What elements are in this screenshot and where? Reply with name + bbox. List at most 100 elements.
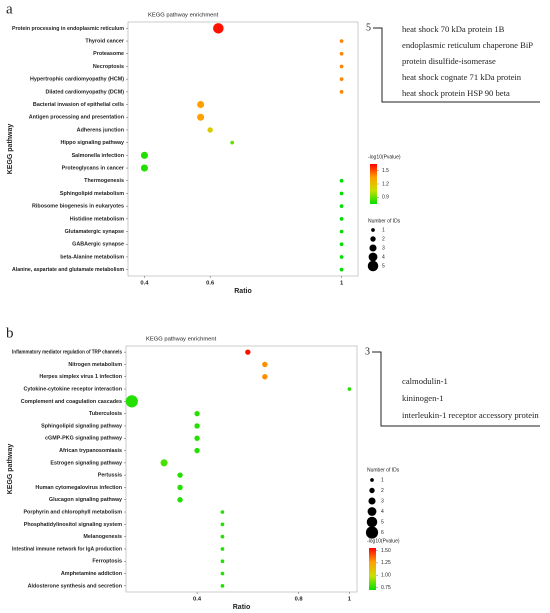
bubble bbox=[262, 374, 268, 380]
y-tick-label: Amphetamine addiction bbox=[61, 571, 122, 577]
plot-frame bbox=[127, 21, 359, 277]
y-axis-label: KEGG pathway bbox=[7, 124, 14, 175]
y-tick-label: Thermogenesis bbox=[84, 178, 124, 184]
color-bar bbox=[370, 164, 377, 204]
panel-label: a bbox=[6, 1, 13, 17]
x-tick-label: 1 bbox=[340, 281, 344, 287]
bubble bbox=[125, 395, 138, 408]
y-tick-label: Tuberculosis bbox=[89, 411, 122, 417]
protein-name: endoplasmic reticulum chaperone BiP bbox=[402, 40, 533, 50]
protein-name: kininogen-1 bbox=[402, 393, 444, 403]
x-tick-label: 0.6 bbox=[206, 281, 215, 287]
y-tick-label: Glutamatergic synapse bbox=[65, 229, 124, 235]
y-tick-label: Adherens junction bbox=[77, 127, 124, 133]
y-tick-label: Bacterial invasion of epithelial cells bbox=[33, 102, 124, 108]
size-legend-title: Number of IDs bbox=[368, 218, 401, 224]
bubble bbox=[160, 459, 168, 467]
y-tick-label: Antigen processing and presentation bbox=[29, 115, 124, 121]
protein-name: heat shock protein HSP 90 beta bbox=[402, 88, 510, 98]
bubble bbox=[194, 423, 200, 429]
y-tick-label: beta-Alanine metabolism bbox=[60, 254, 124, 260]
protein-name: heat shock 70 kDa protein 1B bbox=[402, 24, 505, 34]
y-tick-label: Herpes simplex virus 1 infection bbox=[39, 374, 122, 380]
y-tick-label: Proteoglycans in cancer bbox=[62, 165, 125, 171]
y-tick-label: Ferroptosis bbox=[92, 559, 122, 565]
bubble bbox=[220, 571, 225, 576]
y-tick-label: Sphingolipid metabolism bbox=[60, 191, 124, 197]
bubble bbox=[220, 510, 225, 514]
size-legend-dot bbox=[367, 260, 379, 272]
size-legend-label: 5 bbox=[382, 263, 385, 269]
size-legend-label: 1 bbox=[381, 477, 384, 483]
size-legend-dot bbox=[366, 516, 378, 528]
bubble bbox=[339, 178, 344, 183]
size-legend-dot bbox=[367, 507, 377, 516]
bubble bbox=[339, 217, 344, 221]
color-tick-label: 1.00 bbox=[381, 573, 391, 579]
protein-name: heat shock cognate 71 kDa protein bbox=[402, 72, 522, 82]
size-legend-dot bbox=[369, 244, 377, 252]
y-tick-label: Intestinal immune network for IgA produc… bbox=[12, 546, 122, 552]
color-tick-label: 1.5 bbox=[382, 168, 389, 174]
bubble bbox=[245, 349, 251, 355]
bubble bbox=[339, 255, 344, 259]
gene-count: 5 bbox=[366, 22, 371, 33]
size-legend-dot bbox=[370, 236, 376, 242]
y-tick-label: Sphingolipid signaling pathway bbox=[41, 423, 122, 429]
y-tick-label: Hippo signaling pathway bbox=[61, 140, 125, 146]
y-tick-label: Glucagon signaling pathway bbox=[49, 497, 122, 503]
chart-title: KEGG pathway enrichment bbox=[146, 337, 217, 343]
y-tick-label: Necroptosis bbox=[93, 64, 124, 70]
size-legend-label: 6 bbox=[381, 530, 384, 536]
bubble bbox=[220, 547, 225, 551]
panel-label: b bbox=[6, 325, 14, 341]
size-legend-label: 2 bbox=[381, 488, 384, 494]
color-tick-label: 1.25 bbox=[381, 560, 391, 566]
y-tick-label: GABAergic synapse bbox=[72, 242, 124, 248]
bubble bbox=[339, 242, 344, 247]
bubble bbox=[197, 113, 205, 121]
y-tick-label: Protein processing in endoplasmic reticu… bbox=[12, 26, 124, 32]
protein-name: interleukin-1 receptor accessory protein bbox=[402, 410, 539, 420]
bubble bbox=[220, 584, 225, 588]
y-tick-label: Hypertrophic cardiomyopathy (HCM) bbox=[30, 77, 124, 83]
size-legend-dot bbox=[368, 497, 376, 505]
size-legend-label: 1 bbox=[382, 227, 385, 233]
y-tick-label: Inflammatory mediator regulation of TRP … bbox=[12, 350, 122, 356]
color-tick-label: 1.2 bbox=[382, 181, 389, 187]
gene-count: 3 bbox=[365, 346, 370, 357]
y-tick-label: Porphyrin and chlorophyll metabolism bbox=[23, 509, 122, 515]
color-tick-label: 1.50 bbox=[381, 548, 391, 554]
bubble bbox=[339, 77, 344, 81]
y-tick-label: Complement and coagulation cascades bbox=[21, 399, 122, 405]
y-axis-label: KEGG pathway bbox=[7, 444, 14, 495]
bubble bbox=[213, 23, 224, 34]
y-tick-label: Estrogen signaling pathway bbox=[50, 460, 122, 466]
size-legend-label: 4 bbox=[381, 509, 384, 515]
color-bar bbox=[369, 548, 376, 590]
size-legend-label: 4 bbox=[382, 254, 385, 260]
x-tick-label: 0.8 bbox=[295, 597, 304, 603]
y-tick-label: Human cytomegalovirus infection bbox=[35, 485, 122, 491]
color-tick-label: 0.9 bbox=[382, 195, 389, 201]
y-tick-label: Cytokine-cytokine receptor interaction bbox=[23, 386, 122, 392]
protein-name: calmodulin-1 bbox=[402, 376, 448, 386]
bubble bbox=[207, 127, 213, 133]
bubble bbox=[197, 101, 205, 109]
chart-title: KEGG pathway enrichment bbox=[148, 13, 219, 19]
color-legend-title: -log10(Pvalue) bbox=[367, 538, 400, 544]
y-tick-label: Aldosterone synthesis and secretion bbox=[28, 583, 122, 589]
bubble bbox=[220, 559, 225, 564]
y-tick-label: Ribosome biogenesis in eukaryotes bbox=[32, 204, 124, 210]
bubble bbox=[140, 164, 148, 172]
bubble bbox=[339, 90, 344, 94]
bubble bbox=[339, 204, 344, 208]
plot-frame bbox=[125, 345, 358, 593]
y-tick-label: Nitrogen metabolism bbox=[68, 362, 122, 368]
bubble bbox=[177, 484, 183, 491]
y-tick-label: Melanogenesis bbox=[83, 534, 122, 540]
bracket bbox=[373, 27, 540, 103]
y-tick-label: African trypanosomiasis bbox=[59, 448, 122, 454]
size-legend-dot bbox=[365, 526, 379, 539]
x-tick-label: 1 bbox=[348, 597, 352, 603]
